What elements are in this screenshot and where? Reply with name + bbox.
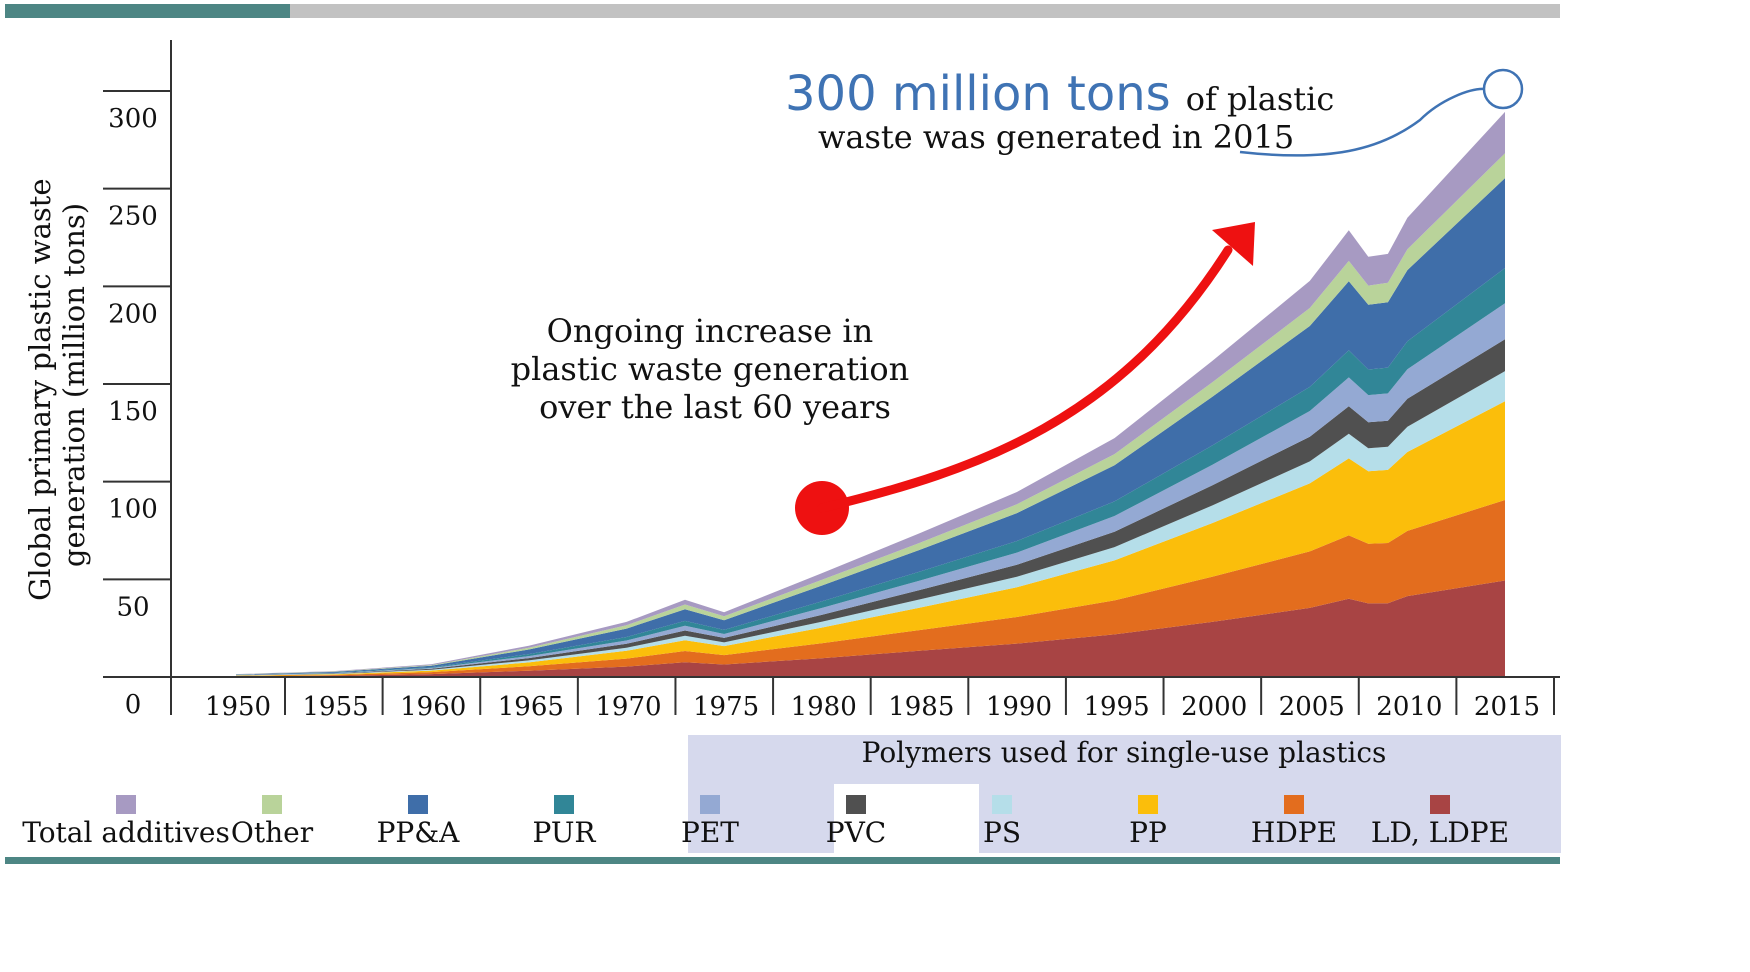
callout-circle — [1482, 68, 1524, 110]
y-tick-label-150: 150 — [108, 397, 158, 427]
top-bar-grey — [290, 4, 1560, 18]
y-axis-title-line1: Global primary plastic waste — [23, 178, 57, 600]
single-use-group-box — [688, 735, 1561, 853]
legend-swatch-pp — [1138, 795, 1158, 814]
axes: 0 50 100 150 200 250 300 1950 1955 1960 1965 1970 19… — [103, 40, 1560, 722]
legend: Total additives Other PP&A PUR PET PVC PS PP HDP… — [22, 795, 1509, 849]
area-pet — [236, 303, 1505, 676]
x-tick-label-1990: 1990 — [986, 692, 1052, 722]
trend-arrow — [795, 222, 1255, 535]
legend-label-hdpe: HDPE — [1251, 816, 1337, 849]
y-axis-title-line2: generation (million tons) — [57, 203, 91, 567]
legend-swatch-ps — [992, 795, 1012, 814]
x-tick-label-1970: 1970 — [595, 692, 661, 722]
area-hdpe — [236, 500, 1505, 677]
y-tick-label-50: 50 — [116, 592, 149, 622]
x-tick-label-2005: 2005 — [1279, 692, 1345, 722]
y-tick-label-100: 100 — [108, 495, 158, 525]
legend-swatch-total-additives — [116, 795, 136, 814]
callout-line2: waste was generated in 2015 — [818, 118, 1294, 156]
callout-value: 300 million tons — [785, 66, 1171, 122]
legend-swatch-pet — [700, 795, 720, 814]
callout-rest: of plastic — [1186, 80, 1335, 118]
area-pp — [236, 401, 1505, 676]
x-tick-label-1995: 1995 — [1083, 692, 1149, 722]
single-use-group-title: Polymers used for single-use plastics — [862, 736, 1387, 769]
x-tick-label-1965: 1965 — [498, 692, 564, 722]
x-tick-label-2010: 2010 — [1376, 692, 1442, 722]
x-tick-label-1955: 1955 — [303, 692, 369, 722]
callout-connector — [1239, 87, 1486, 157]
x-tick-label-1960: 1960 — [400, 692, 466, 722]
area-pp-a — [236, 178, 1505, 675]
legend-swatch-pur — [554, 795, 574, 814]
y-tick-label-300: 300 — [108, 104, 158, 134]
y-tick-label-0: 0 — [125, 690, 142, 720]
trend-line-3: over the last 60 years — [539, 388, 891, 426]
x-tick-label-2015: 2015 — [1474, 692, 1540, 722]
legend-label-pp-a: PP&A — [377, 816, 461, 849]
legend-swatch-other — [262, 795, 282, 814]
x-tick-label-1980: 1980 — [791, 692, 857, 722]
bottom-bar-teal — [5, 857, 1560, 864]
area-pvc — [236, 339, 1505, 676]
area-pur — [236, 268, 1505, 675]
legend-label-total-additives: Total additives — [22, 816, 230, 849]
area-ld-ldpe — [236, 580, 1505, 677]
x-tick-label-2000: 2000 — [1181, 692, 1247, 722]
stacked-areas — [236, 111, 1505, 677]
x-tick-label-1985: 1985 — [888, 692, 954, 722]
x-tick-label-1950: 1950 — [205, 692, 271, 722]
trend-line-2: plastic waste generation — [511, 350, 910, 388]
legend-swatch-hdpe — [1284, 795, 1304, 814]
legend-swatch-pp-a — [408, 795, 428, 814]
legend-label-pvc: PVC — [826, 816, 886, 849]
y-tick-label-200: 200 — [108, 299, 158, 329]
legend-label-pur: PUR — [532, 816, 596, 849]
legend-label-pet: PET — [681, 816, 739, 849]
trend-line-1: Ongoing increase in — [547, 312, 874, 350]
legend-label-other: Other — [231, 816, 314, 849]
legend-swatch-ld-ldpe — [1430, 795, 1450, 814]
top-bar-teal — [5, 4, 290, 18]
legend-label-ld-ldpe: LD, LDPE — [1371, 816, 1509, 849]
trend-arrow-curve — [817, 245, 1233, 513]
area-ps — [236, 371, 1505, 676]
x-tick-label-1975: 1975 — [693, 692, 759, 722]
legend-label-ps: PS — [983, 816, 1021, 849]
y-tick-label-250: 250 — [108, 202, 158, 232]
trend-annotation: Ongoing increase in plastic waste genera… — [511, 312, 920, 426]
legend-swatch-pvc — [846, 795, 866, 814]
legend-label-pp: PP — [1129, 816, 1167, 849]
y-axis-title: Global primary plastic waste generation … — [23, 169, 91, 601]
trend-arrow-head — [1212, 222, 1255, 266]
callout-headline: 300 million tons of plastic — [785, 66, 1334, 122]
